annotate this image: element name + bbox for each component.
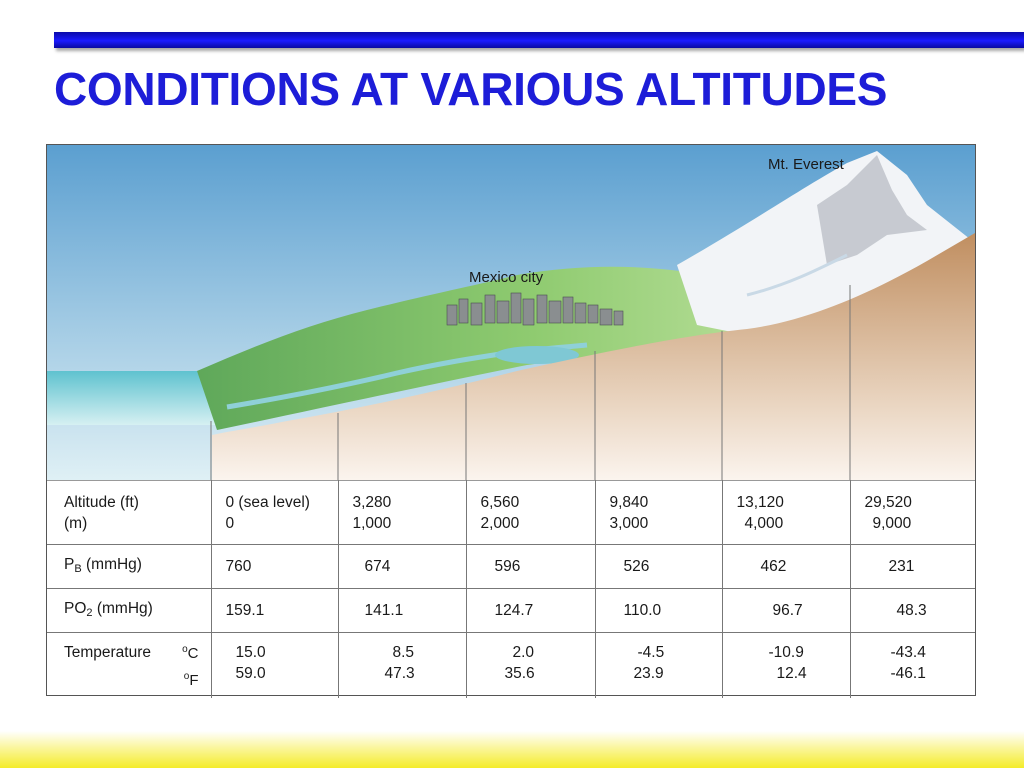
altitude-conditions-table: Altitude (ft) (m) 0 (sea level) 0 3,280 … (47, 480, 975, 698)
table-row-pb: PB (mmHg) 760 674 596 526 462 231 (47, 544, 975, 589)
po2-label-cell: PO2 (mmHg) (47, 588, 212, 633)
pb-value: 526 (595, 544, 723, 589)
fahrenheit-letter: F (189, 672, 199, 689)
sea (47, 371, 225, 425)
temperature-c-value: 2.0 (512, 644, 535, 661)
temperature-cell: -43.4 -46.1 (850, 632, 975, 698)
pb-value: 596 (466, 544, 596, 589)
temperature-c-value: -10.9 (768, 644, 804, 661)
pb-value: 674 (338, 544, 467, 589)
pb-value: 231 (850, 544, 975, 589)
po2-value: 124.7 (466, 588, 596, 633)
green-hillside (197, 266, 757, 430)
temperature-f-value: 23.9 (633, 665, 664, 682)
altitude-cell: 29,520 9,000 (850, 480, 975, 545)
pb-value: 462 (722, 544, 851, 589)
pb-label: P (64, 555, 75, 573)
temperature-label-cell: Temperature oC oF (47, 632, 212, 698)
temperature-cell: 8.5 47.3 (338, 632, 467, 698)
slide-title: CONDITIONS AT VARIOUS ALTITUDES (54, 63, 888, 115)
temperature-label: Temperature (64, 644, 152, 661)
altitude-m-label: (m) (64, 515, 88, 532)
temperature-cell: -4.5 23.9 (595, 632, 723, 698)
altitude-cell: 6,560 2,000 (466, 480, 596, 545)
temperature-c-value: -43.4 (890, 644, 926, 661)
altitude-ft-value: 29,520 (864, 494, 912, 511)
altitude-figure: Mexico city Mt. Everest Altitude (ft) (m… (46, 144, 976, 698)
po2-label-subscript: 2 (86, 606, 93, 619)
mexico-city-label: Mexico city (469, 269, 544, 286)
table-row-altitude: Altitude (ft) (m) 0 (sea level) 0 3,280 … (47, 480, 975, 545)
pb-label-unit: (mmHg) (81, 555, 142, 573)
po2-value: 110.0 (595, 588, 723, 633)
temperature-cell: 2.0 35.6 (466, 632, 596, 698)
altitude-ft-value: 6,560 (480, 494, 520, 511)
celsius-degree-sign: o (182, 644, 188, 655)
pb-label-cell: PB (mmHg) (47, 544, 212, 589)
altitude-cell: 0 (sea level) 0 (211, 480, 339, 545)
temperature-f-value: 59.0 (235, 665, 266, 682)
po2-label: PO (64, 599, 87, 617)
pb-value: 760 (211, 544, 339, 589)
altitude-ft-value: 0 (sea level) (225, 494, 310, 511)
altitude-ft-label: Altitude (ft) (64, 494, 139, 511)
altitude-label-cell: Altitude (ft) (m) (47, 480, 212, 545)
celsius-unit: oC (182, 639, 198, 664)
temperature-c-value: 8.5 (392, 644, 415, 661)
temperature-cell: -10.9 12.4 (722, 632, 851, 698)
celsius-letter: C (187, 645, 199, 662)
ground-cross-section (212, 233, 975, 480)
temperature-f-value: 35.6 (504, 665, 535, 682)
po2-value: 48.3 (850, 588, 975, 633)
ski-track (746, 253, 848, 297)
altitude-m-value: 9,000 (872, 515, 912, 532)
po2-value: 96.7 (722, 588, 851, 633)
mountain-rock-shading (817, 155, 927, 265)
altitude-m-value: 1,000 (352, 515, 392, 532)
temperature-c-value: -4.5 (637, 644, 665, 661)
footer-gradient-band (0, 731, 1024, 768)
title-accent-bar (54, 32, 1024, 48)
mexico-city-buildings (446, 292, 624, 326)
table-row-temperature: Temperature oC oF 15.0 59.0 8.5 47.3 2.0… (47, 632, 975, 698)
altitude-m-value: 4,000 (744, 515, 784, 532)
altitude-m-value: 2,000 (480, 515, 520, 532)
temperature-f-value: -46.1 (890, 665, 926, 682)
temperature-cell: 15.0 59.0 (211, 632, 339, 698)
po2-value: 141.1 (338, 588, 467, 633)
altitude-cell: 13,120 4,000 (722, 480, 851, 545)
altitude-scene-illustration (47, 145, 975, 480)
altitude-ft-value: 3,280 (352, 494, 392, 511)
temperature-f-value: 12.4 (776, 665, 807, 682)
temperature-c-value: 15.0 (235, 644, 266, 661)
po2-label-unit: (mmHg) (92, 599, 153, 617)
temperature-f-value: 47.3 (384, 665, 415, 682)
fahrenheit-unit: oF (184, 666, 199, 691)
lake (495, 346, 579, 364)
altitude-m-value: 0 (225, 515, 235, 532)
column-divider-lines (210, 285, 851, 480)
table-row-po2: PO2 (mmHg) 159.1 141.1 124.7 110.0 96.7 … (47, 588, 975, 633)
mt-everest-label: Mt. Everest (768, 156, 844, 173)
fahrenheit-degree-sign: o (183, 671, 190, 682)
altitude-ft-value: 9,840 (609, 494, 649, 511)
po2-value: 159.1 (211, 588, 339, 633)
altitude-m-value: 3,000 (609, 515, 649, 532)
altitude-ft-value: 13,120 (736, 494, 784, 511)
altitude-cell: 9,840 3,000 (595, 480, 723, 545)
altitude-cell: 3,280 1,000 (338, 480, 467, 545)
pb-label-subscript: B (74, 562, 82, 575)
